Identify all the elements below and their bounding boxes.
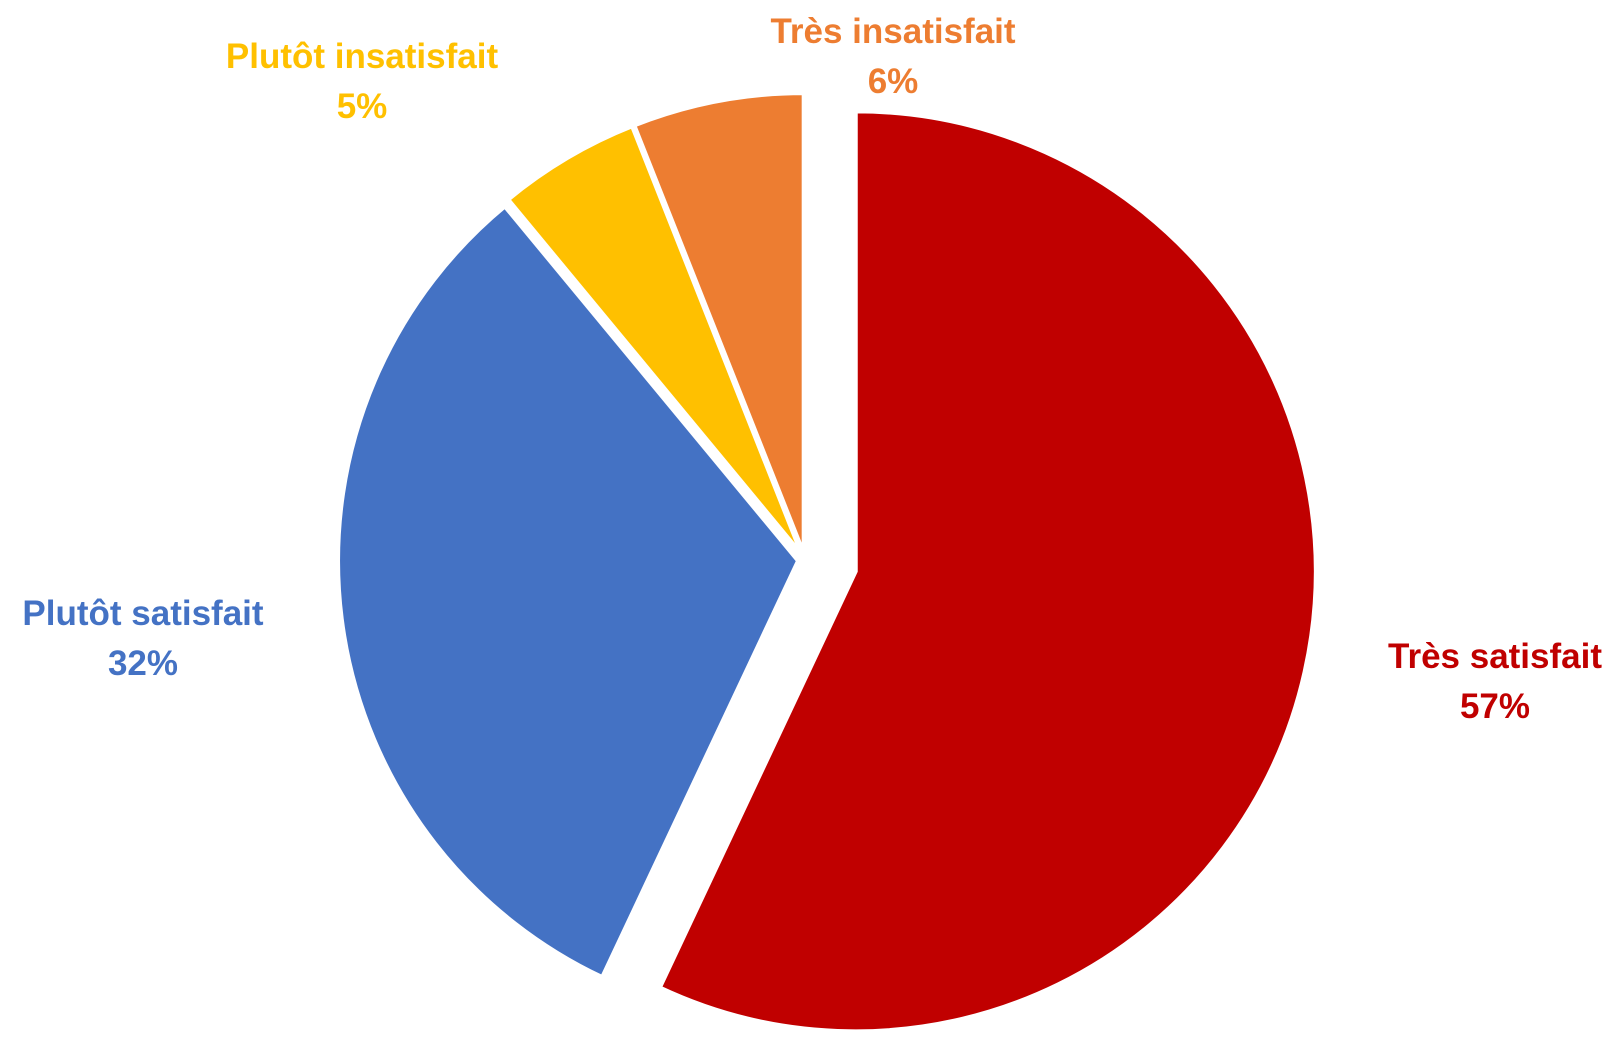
slice-label-plut-t-insatisfait: Plutôt insatisfait 5% <box>226 37 499 126</box>
slice-labels: Très satisfait 57%Plutôt satisfait 32%Plut… <box>22 12 1602 726</box>
slice-label-name: Très satisfait <box>1388 637 1602 676</box>
slice-label-name: Très insatisfait <box>770 12 1015 51</box>
slice-label-value: 5% <box>337 87 388 126</box>
slice-label-name: Plutôt insatisfait <box>226 37 499 76</box>
slice-label-value: 32% <box>108 644 178 683</box>
slice-label-tr-s-insatisfait: Très insatisfait 6% <box>770 12 1015 101</box>
slice-label-tr-s-satisfait: Très satisfait 57% <box>1388 637 1602 726</box>
pie-slice-tr-s-satisfait <box>657 109 1318 1034</box>
pie-slice-tr-s-insatisfait <box>631 91 806 554</box>
pie-slices <box>336 91 1318 1034</box>
pie-slice-plut-t-satisfait <box>336 203 801 980</box>
pie-slice-plut-t-insatisfait <box>505 123 804 556</box>
slice-label-name: Plutôt satisfait <box>22 594 263 633</box>
slice-label-value: 6% <box>868 62 919 101</box>
slice-label-plut-t-satisfait: Plutôt satisfait 32% <box>22 594 263 683</box>
slice-label-value: 57% <box>1460 687 1530 726</box>
